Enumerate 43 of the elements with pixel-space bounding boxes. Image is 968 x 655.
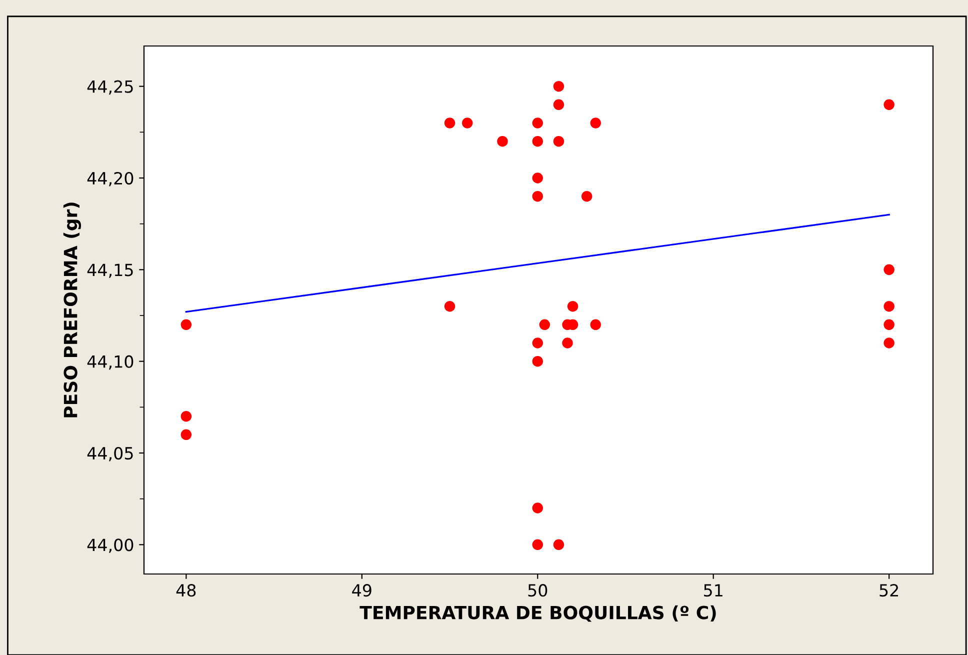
point [553, 136, 564, 147]
point [444, 118, 456, 128]
y-axis-title: PESO PREFORMA (gr) [63, 202, 82, 418]
point [884, 264, 894, 276]
point [532, 136, 543, 147]
x-tick-label: 49 [352, 584, 372, 597]
point [180, 410, 192, 422]
y-tick-label: 44,10 [87, 355, 134, 370]
point [567, 300, 578, 312]
point [539, 319, 550, 330]
point [553, 80, 564, 92]
point [590, 319, 601, 330]
point [444, 300, 456, 312]
point [532, 190, 543, 202]
point [532, 539, 543, 550]
point [581, 190, 592, 202]
y-tick-label: 44,25 [87, 80, 133, 95]
point [884, 300, 894, 312]
x-tick-label: 50 [528, 584, 548, 597]
point [532, 118, 543, 128]
point [553, 539, 564, 550]
y-tick-label: 44,15 [87, 264, 133, 278]
point [532, 356, 543, 367]
x-axis-title: TEMPERATURA DE BOQUILLAS (º C) [360, 605, 716, 622]
y-tick-label: 44,05 [87, 446, 133, 462]
point [532, 338, 543, 348]
x-tick-label: 51 [704, 584, 722, 597]
point [180, 319, 192, 330]
point [553, 99, 564, 110]
point [884, 319, 894, 330]
point [884, 99, 894, 110]
point [562, 338, 573, 348]
point [532, 172, 543, 184]
point [497, 136, 508, 147]
point [590, 118, 601, 128]
point [180, 429, 192, 440]
x-tick-label: 52 [880, 584, 898, 597]
x-tick-label: 48 [176, 584, 196, 597]
point [532, 502, 543, 514]
y-tick-label: 44,20 [87, 172, 134, 186]
point [884, 338, 894, 348]
point [462, 118, 473, 128]
y-tick-label: 44,00 [87, 538, 134, 553]
